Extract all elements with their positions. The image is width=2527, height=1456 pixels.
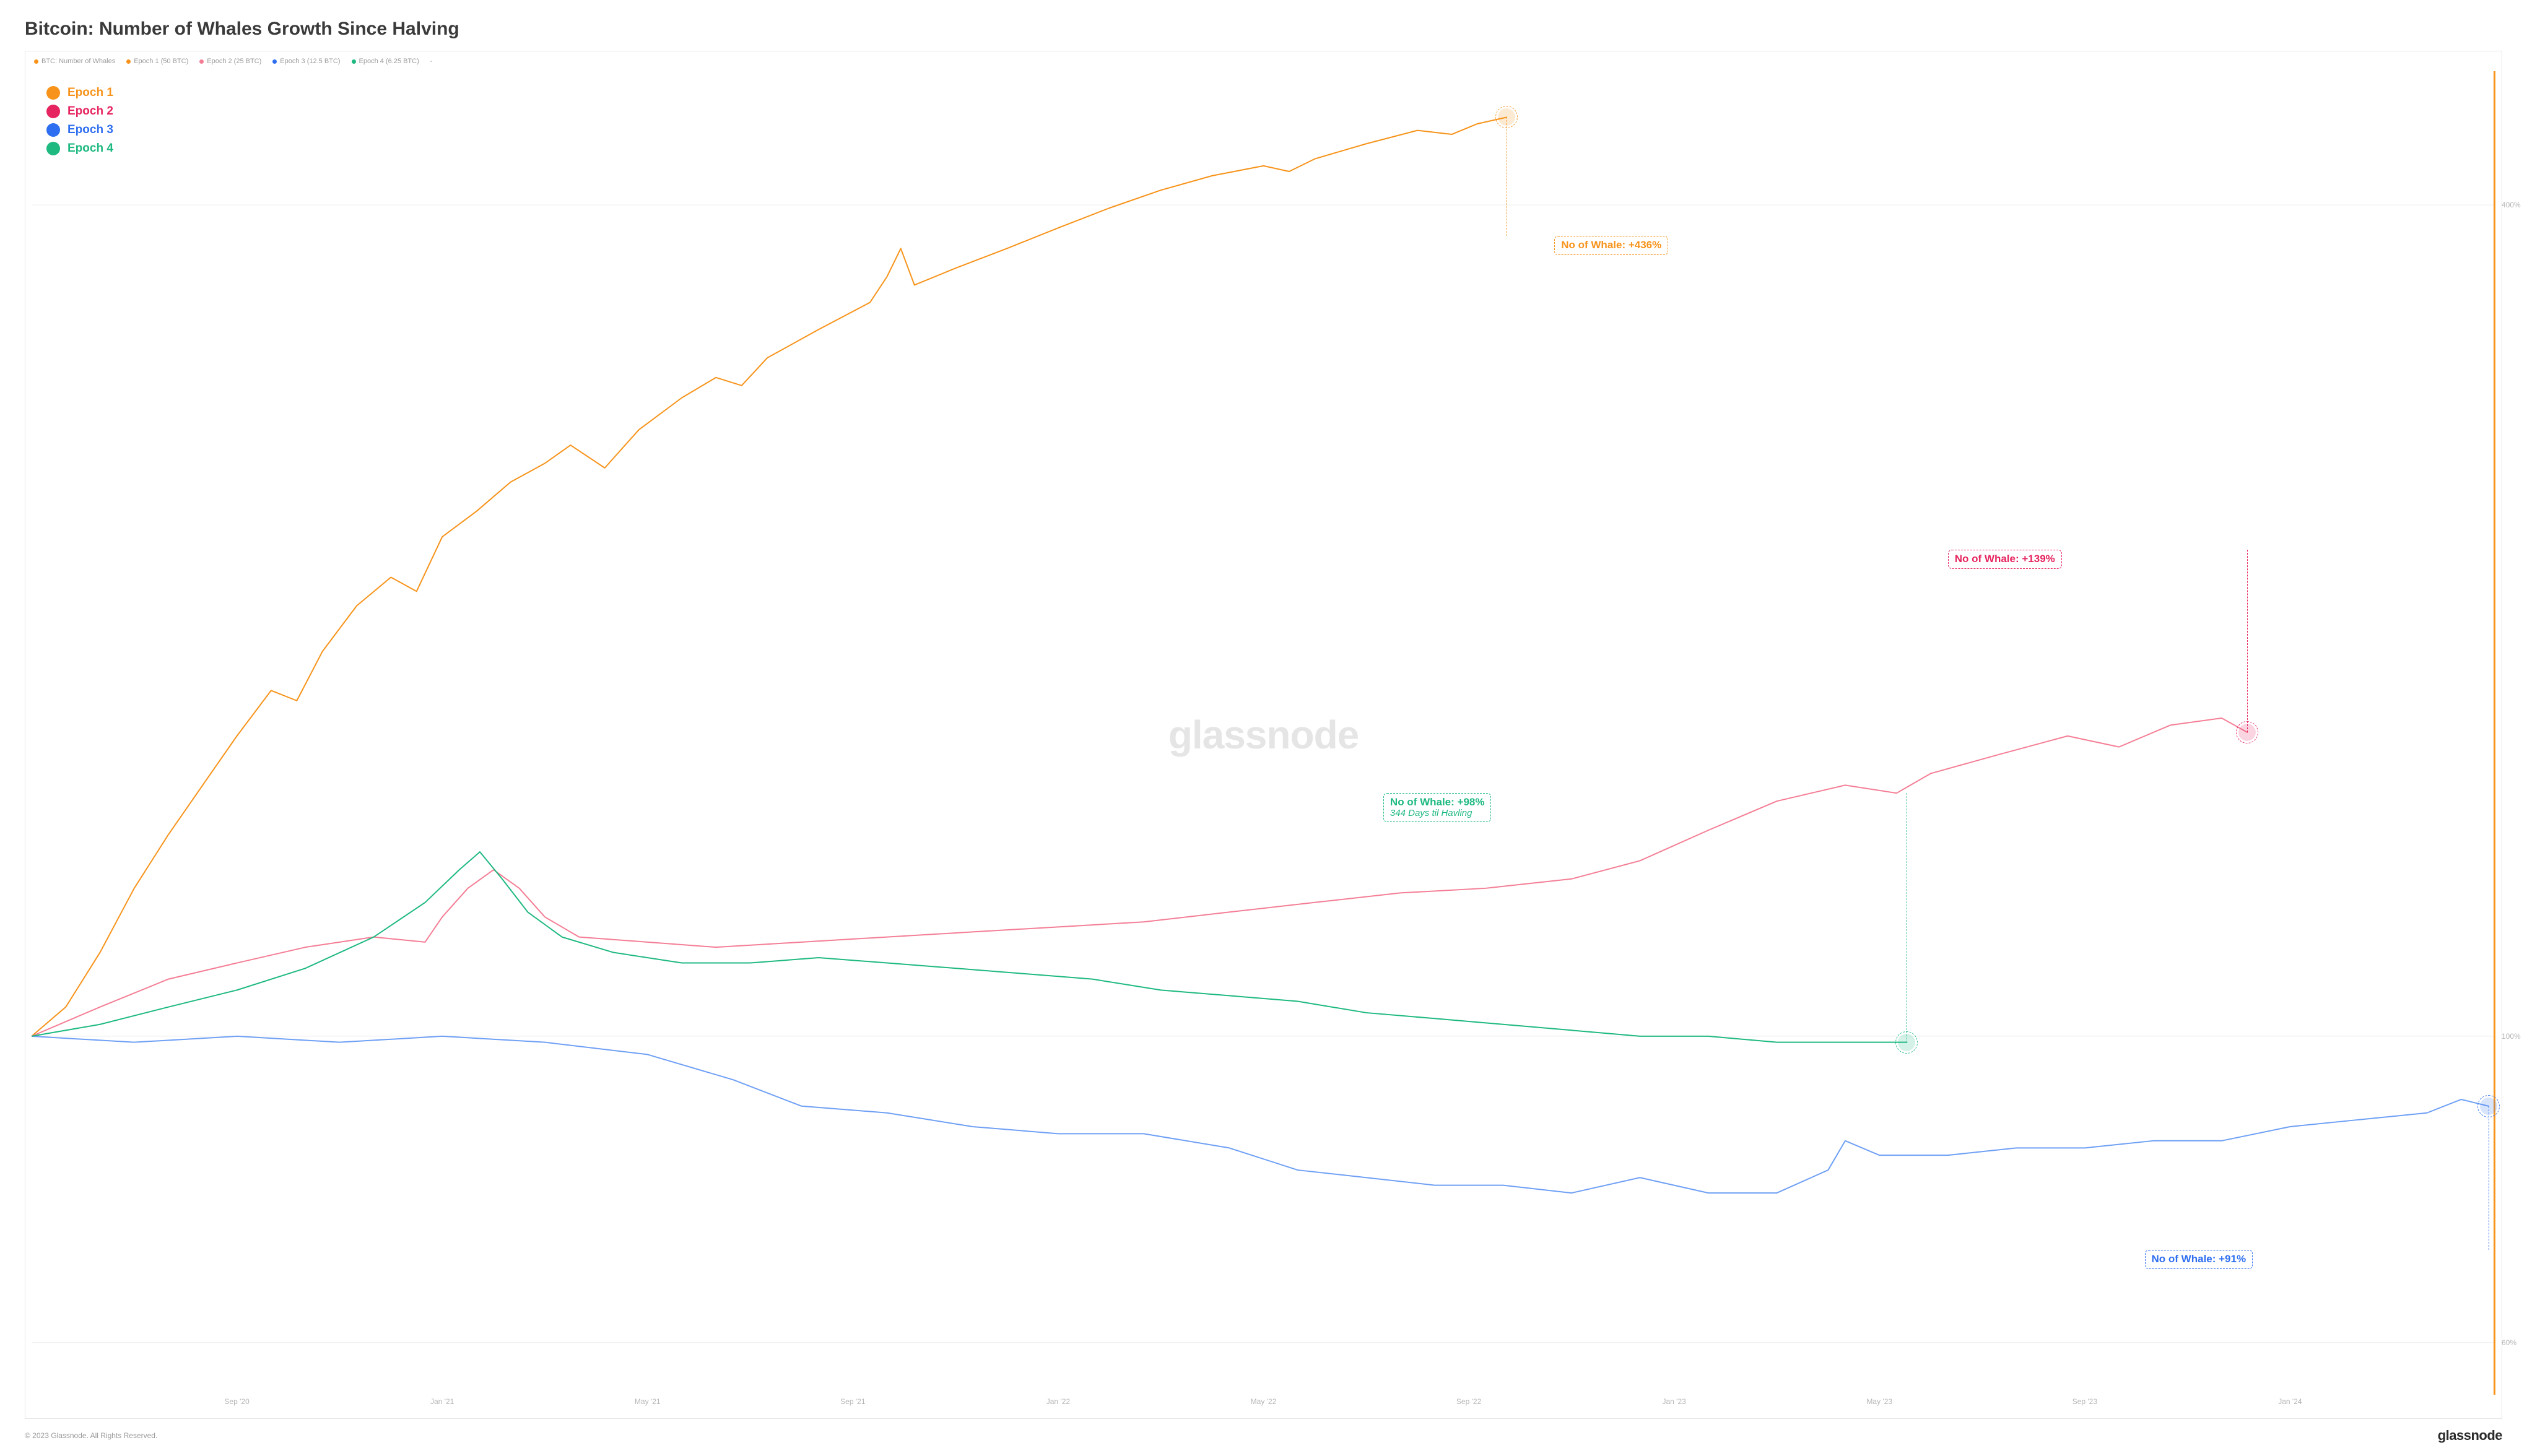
copyright-text: © 2023 Glassnode. All Rights Reserved. — [25, 1431, 157, 1440]
series-line-epoch2 — [32, 718, 2247, 1036]
legend-dot — [352, 59, 356, 64]
x-axis-label: Jan '21 — [430, 1397, 454, 1406]
chart-title: Bitcoin: Number of Whales Growth Since H… — [25, 19, 2502, 40]
legend-label: - — [430, 58, 433, 65]
series-legend-dot — [46, 123, 60, 137]
legend-item: BTC: Number of Whales — [34, 58, 115, 65]
y-axis-label: 100% — [2498, 1032, 2521, 1041]
legend-dot — [199, 59, 204, 64]
chart-top-legend: BTC: Number of Whales Epoch 1 (50 BTC) Epo… — [32, 58, 2495, 69]
y-axis-label: 400% — [2498, 201, 2521, 209]
callout-value: No of Whale: +436% — [1561, 239, 1661, 251]
callout-value: No of Whale: +139% — [1955, 553, 2055, 565]
series-legend-row: Epoch 2 — [46, 105, 113, 118]
chart-frame: BTC: Number of Whales Epoch 1 (50 BTC) Epo… — [25, 51, 2502, 1419]
legend-item: Epoch 3 (12.5 BTC) — [272, 58, 340, 65]
x-axis-label: Sep '23 — [2072, 1397, 2097, 1406]
series-callout-epoch1: No of Whale: +436% — [1554, 236, 1668, 255]
series-legend-label: Epoch 2 — [67, 105, 113, 118]
legend-item: Epoch 4 (6.25 BTC) — [352, 58, 419, 65]
chart-series-legend: Epoch 1 Epoch 2 Epoch 3 Epoch 4 — [46, 86, 113, 160]
series-legend-label: Epoch 4 — [67, 142, 113, 155]
x-axis: Sep '20 Jan '21 May '21 Sep '21 Jan '22 May '… — [32, 1397, 2495, 1412]
legend-item: Epoch 2 (25 BTC) — [199, 58, 261, 65]
series-line-epoch1 — [32, 117, 1507, 1036]
legend-dot — [34, 59, 38, 64]
legend-label: Epoch 1 (50 BTC) — [134, 58, 188, 65]
x-axis-label: Jan '23 — [1662, 1397, 1685, 1406]
callout-subtext: 344 Days til Havling — [1390, 808, 1485, 818]
series-callout-epoch2: No of Whale: +139% — [1948, 550, 2062, 569]
series-legend-row: Epoch 1 — [46, 86, 113, 100]
legend-item: Epoch 1 (50 BTC) — [126, 58, 188, 65]
callout-value: No of Whale: +91% — [2152, 1253, 2246, 1265]
series-line-epoch3 — [32, 1036, 2489, 1193]
series-legend-dot — [46, 105, 60, 118]
x-axis-label: May '23 — [1866, 1397, 1892, 1406]
x-axis-label: May '21 — [635, 1397, 661, 1406]
legend-dot — [126, 59, 131, 64]
legend-label: Epoch 2 (25 BTC) — [207, 58, 261, 65]
series-line-epoch4 — [32, 852, 1907, 1042]
x-axis-label: May '22 — [1251, 1397, 1277, 1406]
legend-label: BTC: Number of Whales — [41, 58, 115, 65]
series-legend-row: Epoch 3 — [46, 123, 113, 137]
series-legend-dot — [46, 86, 60, 100]
right-edge-marker — [2494, 71, 2495, 1395]
series-leader-epoch2 — [2247, 550, 2248, 732]
x-axis-label: Sep '22 — [1456, 1397, 1481, 1406]
series-legend-row: Epoch 4 — [46, 142, 113, 155]
series-legend-label: Epoch 3 — [67, 123, 113, 137]
x-axis-label: Jan '22 — [1046, 1397, 1070, 1406]
series-legend-dot — [46, 142, 60, 155]
series-legend-label: Epoch 1 — [67, 86, 113, 100]
callout-value: No of Whale: +98% — [1390, 796, 1485, 808]
x-axis-label: Sep '20 — [224, 1397, 249, 1406]
footer: © 2023 Glassnode. All Rights Reserved. g… — [25, 1419, 2502, 1444]
y-axis-label: 60% — [2498, 1338, 2516, 1347]
brand-logo-text: glassnode — [2438, 1428, 2502, 1444]
x-axis-label: Jan '24 — [2278, 1397, 2302, 1406]
series-callout-epoch4: No of Whale: +98%344 Days til Havling — [1383, 793, 1492, 822]
legend-label: Epoch 3 (12.5 BTC) — [280, 58, 340, 65]
chart-svg — [32, 71, 2495, 1395]
chart-plot-area: 60%100%400%No of Whale: +436%No of Whale… — [32, 71, 2495, 1395]
series-callout-epoch3: No of Whale: +91% — [2145, 1250, 2253, 1269]
legend-label: Epoch 4 (6.25 BTC) — [359, 58, 419, 65]
legend-dot — [272, 59, 277, 64]
x-axis-label: Sep '21 — [840, 1397, 865, 1406]
legend-item: - — [430, 58, 433, 65]
